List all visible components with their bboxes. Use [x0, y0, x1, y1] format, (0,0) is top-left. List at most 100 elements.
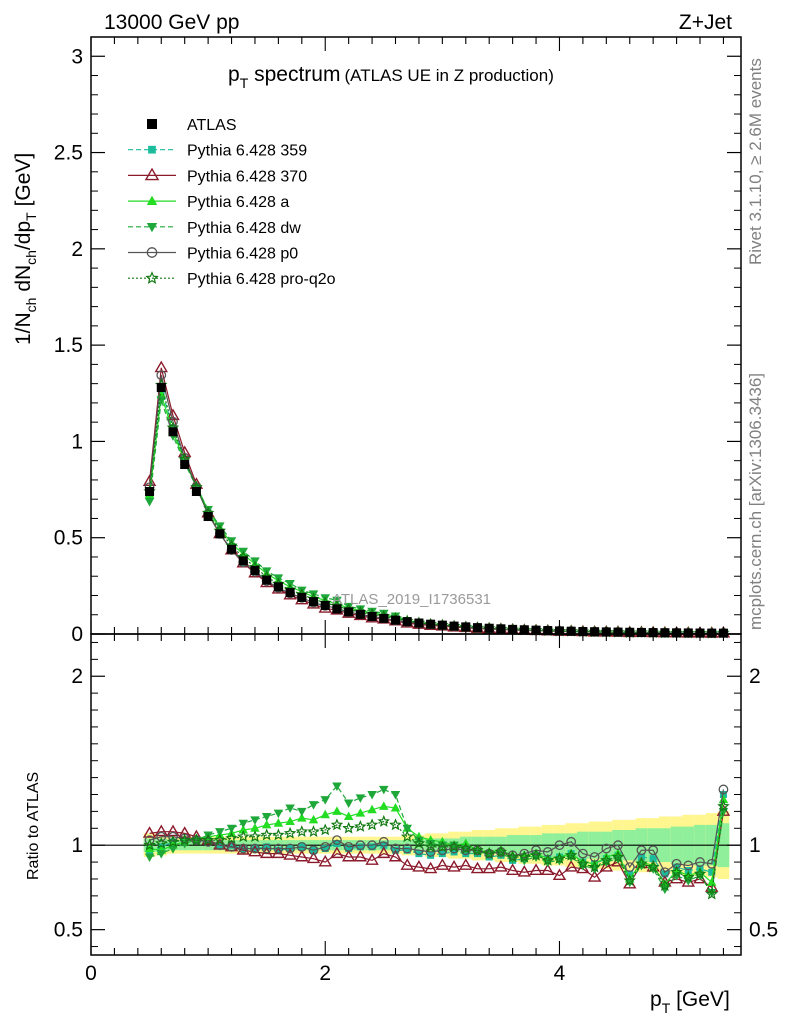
ratio-series-point — [355, 808, 366, 817]
x-tick-label: 0 — [85, 962, 97, 985]
ratio-series-point — [285, 843, 295, 854]
ylabel-part1: 1/N — [12, 312, 35, 345]
ratio-series-point — [401, 830, 414, 843]
ratio-series-point — [154, 824, 168, 837]
atlas-data-point — [402, 617, 412, 627]
atlas-data-point — [320, 600, 330, 610]
atlas-data-point — [168, 427, 178, 437]
ratio-series-point — [412, 836, 426, 849]
ratio-tick-label: 1 — [71, 834, 83, 857]
atlas-data-point — [332, 604, 342, 614]
atlas-data-point — [391, 615, 401, 625]
ratio-series-point — [435, 858, 450, 870]
ratio-series-point — [283, 848, 297, 860]
ratio-series-point — [470, 861, 485, 874]
ratio-series-point — [684, 867, 692, 875]
ratio-series-point — [168, 831, 178, 842]
ratio-tick-label-right: 0.5 — [749, 919, 778, 942]
y-tick-label: 3 — [71, 45, 83, 68]
ratio-series-point — [365, 853, 379, 865]
ratio-series-point — [213, 833, 227, 846]
ratio-series-point — [144, 835, 155, 846]
header-right: Z+Jet — [679, 11, 732, 34]
ratio-series-point — [693, 867, 707, 880]
legend-entry: Pythia 6.428 dw — [128, 220, 301, 237]
ratio-series-point — [566, 836, 577, 847]
atlas-data-point — [636, 627, 646, 637]
atlas-data-point — [297, 592, 307, 602]
ratio-series-point — [564, 860, 578, 872]
legend-marker — [146, 247, 158, 258]
atlas-data-point — [203, 512, 213, 522]
y-tick-label: 0 — [71, 623, 83, 646]
atlas-data-point — [262, 575, 272, 585]
ratio-series-point — [156, 850, 167, 859]
ratio-series-point — [460, 845, 471, 856]
ratio-series-point — [367, 791, 377, 800]
xlabel-p: p — [650, 988, 662, 1011]
ratio-series-point — [706, 877, 717, 886]
ratio-series-point — [283, 826, 297, 839]
ratio-series-point — [166, 835, 180, 848]
ratio-series-point — [333, 839, 341, 847]
atlas-data-point — [496, 624, 506, 634]
ratio-series-point — [554, 840, 565, 851]
ratio-series-point — [541, 853, 554, 866]
main-y-label: 1/Nch dNch/dpT [GeV] — [12, 153, 39, 345]
legend-label: Pythia 6.428 dw — [187, 220, 301, 237]
ratio-series-point — [356, 843, 364, 851]
ratio-series-point — [226, 824, 237, 834]
ratio-series-point — [142, 826, 157, 838]
legend-label: Pythia 6.428 a — [187, 194, 289, 211]
ratio-series-point — [482, 861, 496, 874]
legend-label: Pythia 6.428 pro-q2o — [187, 271, 336, 288]
ratio-series-point — [367, 840, 377, 851]
atlas-data-point — [613, 627, 623, 637]
title-sub: T — [240, 75, 249, 91]
legend: ATLAS Pythia 6.428 359 Pythia 6.428 370 Pyt… — [128, 117, 336, 288]
x-ticks: 0 2 4 — [85, 37, 724, 985]
legend-marker — [148, 145, 156, 154]
ratio-series-point — [377, 846, 391, 859]
ratio-series-point — [143, 838, 156, 851]
legend-marker — [144, 167, 160, 181]
legend-entry: Pythia 6.428 p0 — [128, 246, 298, 263]
atlas-data-point — [215, 529, 225, 539]
ratio-series-5 — [144, 784, 729, 878]
ratio-series-point — [190, 833, 203, 846]
ratio-series-point — [261, 812, 272, 822]
ratio-series-point — [144, 853, 155, 863]
legend-marker — [145, 271, 159, 284]
ratio-series-point — [237, 830, 250, 843]
ratio-series-point — [332, 806, 342, 815]
ratio-series-point — [250, 816, 260, 825]
ratio-series-point — [681, 870, 695, 883]
ratio-series-point — [518, 850, 531, 863]
ratio-tick-label-right: 1 — [749, 834, 761, 857]
atlas-data-point — [145, 486, 155, 496]
plot-title: pT spectrum (ATLAS UE in Z production) — [228, 63, 554, 91]
ratio-series-point — [321, 845, 329, 853]
header-left: 13000 GeV pp — [104, 11, 239, 34]
main-series-point — [343, 602, 354, 612]
ratio-series-point — [390, 791, 401, 800]
x-axis-label: pT [GeV] — [650, 988, 730, 1016]
ratio-series-point — [274, 846, 282, 854]
atlas-data-point — [472, 623, 482, 633]
ratio-series-point — [273, 809, 284, 819]
ratio-series-point — [400, 858, 414, 870]
ratio-series-point — [295, 849, 309, 862]
ratio-series-point — [624, 862, 635, 873]
ratio-series-point — [214, 840, 225, 851]
atlas-data-point — [543, 626, 553, 636]
ratio-series-point — [648, 845, 659, 856]
ratio-series-point — [505, 863, 520, 875]
title-p: p — [228, 63, 240, 86]
analysis-watermark: ATLAS_2019_I1736531 — [332, 591, 491, 608]
ratio-series-point — [306, 851, 321, 864]
ratio-series-point — [482, 847, 496, 859]
legend-entry: Pythia 6.428 pro-q2o — [128, 271, 336, 288]
ratio-tick-label: 0.5 — [54, 919, 83, 942]
ratio-series-point — [437, 845, 448, 856]
ratio-series-point — [201, 833, 215, 846]
